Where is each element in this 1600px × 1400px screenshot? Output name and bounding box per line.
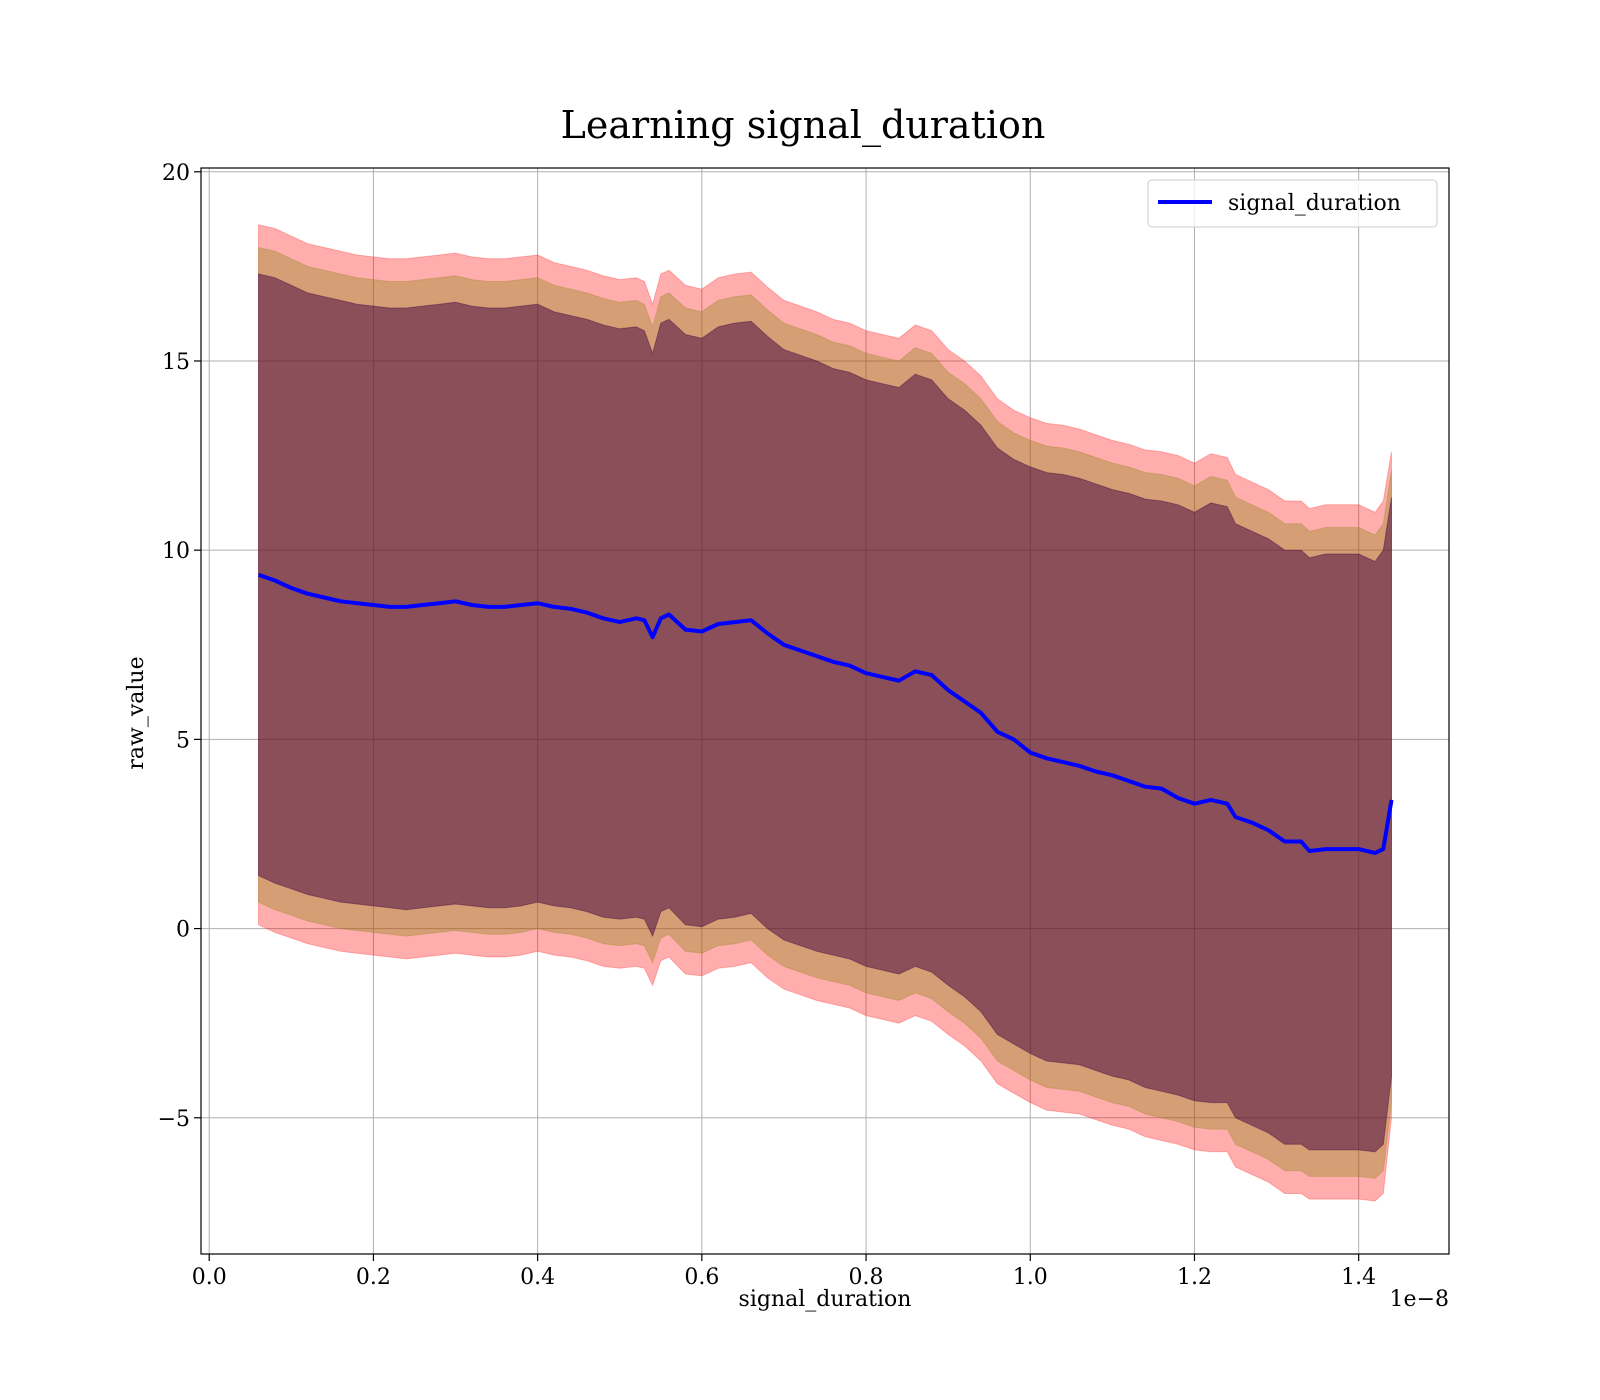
legend: signal_duration bbox=[1147, 179, 1438, 228]
y-tick-label: −5 bbox=[158, 1107, 190, 1132]
x-tick-label: 1.2 bbox=[1177, 1265, 1212, 1290]
plot-frame bbox=[200, 167, 1450, 1255]
band-layer bbox=[258, 224, 1392, 1202]
x-tick-label: 0.8 bbox=[849, 1265, 884, 1290]
y-tick-label: 20 bbox=[162, 161, 190, 186]
x-tick-label: 0.2 bbox=[356, 1265, 391, 1290]
series-line-signal_duration bbox=[257, 572, 1394, 855]
x-axis-label: signal_duration bbox=[739, 1287, 912, 1312]
x-tick-label: 0.0 bbox=[192, 1265, 227, 1290]
y-axis-label: raw_value bbox=[124, 656, 149, 769]
legend-box bbox=[1147, 179, 1438, 228]
line-layer bbox=[257, 572, 1394, 855]
legend-label: signal_duration bbox=[1228, 191, 1401, 216]
confidence-band-3 bbox=[258, 273, 1392, 1153]
x-axis-offset-text: 1e−8 bbox=[1390, 1287, 1449, 1312]
y-tick-label: 10 bbox=[162, 539, 190, 564]
y-tick-label: 5 bbox=[176, 728, 190, 753]
axes-layer: 0.0 0.2 0.4 0.6 0.8 1.0 1.2 1.4 −5 0 5 10 15 20 bbox=[158, 161, 1450, 1290]
x-tick-label: 0.6 bbox=[684, 1265, 719, 1290]
y-tick-label: 0 bbox=[176, 918, 190, 943]
y-tick-label: 15 bbox=[162, 350, 190, 375]
x-tick-label: 1.4 bbox=[1341, 1265, 1376, 1290]
x-tick-label: 0.4 bbox=[520, 1265, 555, 1290]
chart-title: Learning signal_duration bbox=[561, 103, 1046, 148]
x-tick-label: 1.0 bbox=[1013, 1265, 1048, 1290]
